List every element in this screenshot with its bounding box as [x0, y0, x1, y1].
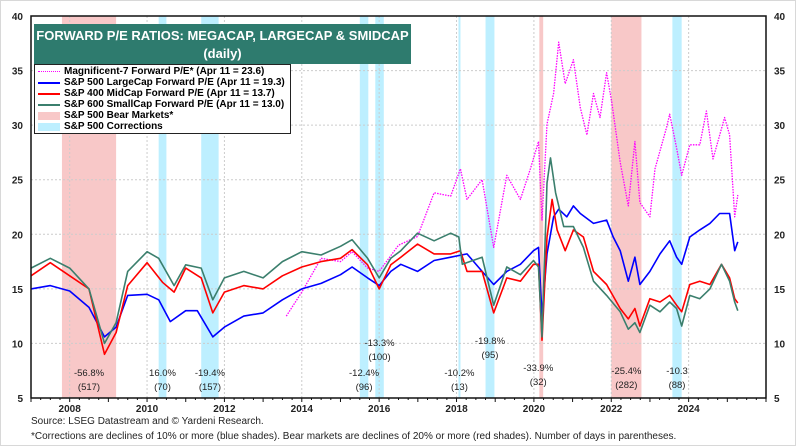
annotation-decline: -33.9%: [523, 363, 554, 374]
legend-swatch: [38, 71, 60, 72]
correction-shade: [458, 16, 461, 398]
annotation-decline: -10.3: [666, 366, 688, 377]
legend-item-mag7: Magnificent-7 Forward P/E* (Apr 11 = 23.…: [38, 66, 287, 77]
bear-shade: [611, 16, 642, 398]
x-tick-label: 2018: [445, 404, 468, 415]
annotation-days: (70): [154, 382, 171, 393]
series-line-2: [30, 198, 739, 356]
x-tick-label: 2014: [291, 404, 314, 415]
legend-label: Magnificent-7 Forward P/E* (Apr 11 = 23.…: [64, 66, 265, 77]
correction-shade: [485, 16, 495, 398]
annotation-decline: -56.8%: [74, 368, 105, 379]
y-tick-label-right: 10: [774, 339, 786, 350]
annotation-days: (100): [368, 352, 390, 363]
correction-shade: [375, 16, 384, 398]
y-tick-label-left: 5: [17, 394, 23, 405]
y-tick-label-right: 15: [774, 285, 786, 296]
y-tick-label-left: 20: [12, 230, 24, 241]
annotation-days: (95): [482, 350, 499, 361]
legend-item-sp600: S&P 600 SmallCap Forward P/E (Apr 11 = 1…: [38, 99, 287, 110]
legend-item-correction: S&P 500 Corrections: [38, 121, 287, 132]
legend-item-sp400: S&P 400 MidCap Forward P/E (Apr 11 = 13.…: [38, 88, 287, 99]
correction-shade: [672, 16, 682, 398]
y-tick-label-right: 5: [774, 394, 780, 405]
y-tick-label-left: 25: [12, 176, 24, 187]
y-tick-label-left: 35: [12, 67, 24, 78]
y-tick-label-right: 30: [774, 121, 786, 132]
legend-label: S&P 500 Corrections: [64, 121, 163, 132]
x-tick-label: 2016: [368, 404, 391, 415]
annotation-decline: -10.2%: [444, 368, 475, 379]
legend-swatch: [38, 103, 60, 106]
annotation-decline: 16.0%: [149, 368, 176, 379]
x-tick-label: 2020: [523, 404, 546, 415]
series-line-1: [30, 205, 739, 338]
annotation-days: (13): [451, 382, 468, 393]
annotation-days: (517): [78, 382, 100, 393]
annotation-decline: -25.4%: [611, 366, 642, 377]
correction-shade: [158, 16, 167, 398]
legend-swatch: [38, 92, 60, 95]
legend-item-sp500: S&P 500 LargeCap Forward P/E (Apr 11 = 1…: [38, 77, 287, 88]
series-line-0: [285, 41, 739, 317]
legend-swatch: [38, 111, 60, 120]
y-tick-label-right: 20: [774, 230, 786, 241]
annotation-decline: -19.8%: [475, 336, 506, 347]
legend-swatch: [38, 81, 60, 84]
correction-shade: [359, 16, 369, 398]
annotation-decline: -13.3%: [364, 338, 395, 349]
annotation-days: (88): [669, 380, 686, 391]
y-tick-label-left: 10: [12, 339, 24, 350]
annotation-decline: -19.4%: [195, 368, 226, 379]
annotation-days: (32): [530, 377, 547, 388]
x-tick-label: 2012: [213, 404, 236, 415]
y-tick-label-right: 35: [774, 67, 786, 78]
legend-label: S&P 500 Bear Markets*: [64, 110, 174, 121]
legend-label: S&P 600 SmallCap Forward P/E (Apr 11 = 1…: [64, 99, 285, 110]
annotation-days: (157): [199, 382, 221, 393]
y-tick-label-right: 25: [774, 176, 786, 187]
y-tick-label-left: 30: [12, 121, 24, 132]
annotations: -56.8% (517) 16.0% (70) -19.4% (157) -12.4% (96…: [74, 336, 688, 393]
legend-swatch: [38, 122, 60, 131]
chart-title-box: FORWARD P/E RATIOS: MEGACAP, LARGECAP & …: [34, 24, 411, 64]
legend-label: S&P 500 LargeCap Forward P/E (Apr 11 = 1…: [64, 77, 285, 88]
footnote: *Corrections are declines of 10% or more…: [31, 431, 677, 442]
legend-label: S&P 400 MidCap Forward P/E (Apr 11 = 13.…: [64, 88, 275, 99]
legend: Magnificent-7 Forward P/E* (Apr 11 = 23.…: [34, 64, 291, 134]
chart-title: FORWARD P/E RATIOS: MEGACAP, LARGECAP & …: [36, 28, 409, 43]
footer: Source: LSEG Datastream and © Yardeni Re…: [31, 414, 676, 444]
annotation-days: (282): [615, 380, 637, 391]
y-tick-label-right: 40: [774, 12, 786, 23]
legend-item-bear: S&P 500 Bear Markets*: [38, 110, 287, 121]
x-tick-label: 2024: [678, 404, 701, 415]
y-tick-label-left: 15: [12, 285, 24, 296]
x-tick-label: 2022: [600, 404, 623, 415]
source-note: Source: LSEG Datastream and © Yardeni Re…: [31, 416, 264, 427]
annotation-days: (96): [356, 382, 373, 393]
x-tick-label: 2010: [136, 404, 159, 415]
x-tick-label: 2008: [59, 404, 82, 415]
series-lines: [30, 41, 739, 356]
chart-subtitle: (daily): [203, 46, 242, 61]
y-tick-label-left: 40: [12, 12, 24, 23]
series-line-3: [30, 157, 739, 345]
annotation-decline: -12.4%: [349, 368, 380, 379]
gridlines: [31, 16, 766, 398]
